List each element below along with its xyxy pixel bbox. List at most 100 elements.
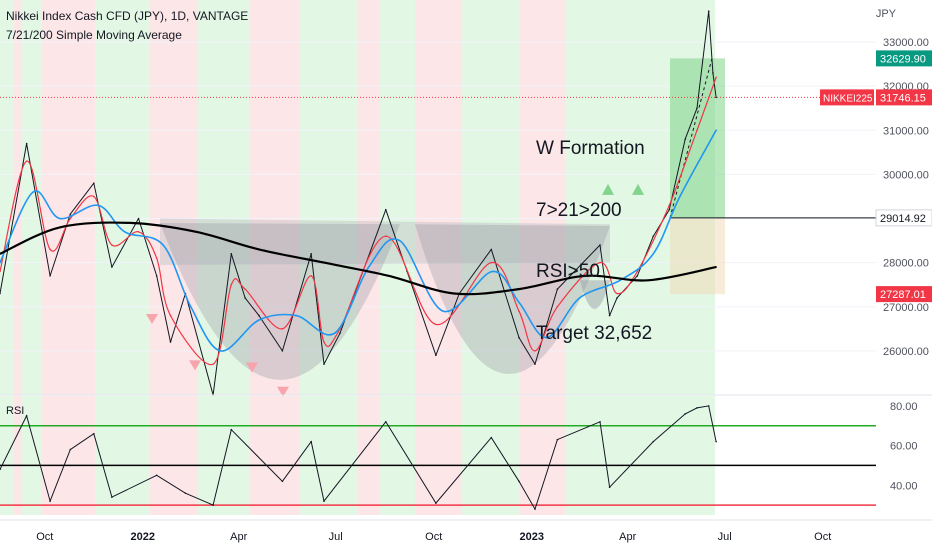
rsi-point bbox=[534, 508, 536, 510]
data-point bbox=[310, 253, 312, 255]
price-tag: 32629.90 bbox=[880, 53, 926, 65]
rsi-point bbox=[155, 474, 158, 477]
data-point bbox=[619, 279, 622, 282]
data-point bbox=[636, 270, 639, 273]
data-point bbox=[453, 292, 455, 295]
data-point bbox=[339, 332, 341, 335]
moving-average-line bbox=[0, 129, 717, 352]
x-tick-label: Jul bbox=[718, 531, 732, 543]
data-point bbox=[668, 204, 671, 207]
regime-band bbox=[14, 0, 22, 395]
rsi-tick-label: 40.00 bbox=[890, 480, 918, 492]
rsi-tick-label: 60.00 bbox=[890, 441, 918, 453]
symbol-title[interactable]: Nikkei Index Cash CFD (JPY), 1D, VANTAGE bbox=[6, 9, 249, 23]
data-point bbox=[123, 230, 126, 233]
price-tag: 27287.01 bbox=[880, 289, 926, 301]
data-point bbox=[518, 336, 520, 339]
data-point bbox=[647, 279, 649, 282]
data-point bbox=[668, 208, 671, 211]
x-tick-label: Oct bbox=[425, 531, 442, 543]
data-point bbox=[25, 160, 28, 162]
data-point bbox=[169, 341, 172, 343]
data-point bbox=[258, 319, 260, 321]
indicator-legend[interactable]: 7/21/200 Simple Moving Average bbox=[6, 28, 182, 42]
data-point bbox=[212, 363, 214, 365]
rsi-point bbox=[25, 415, 28, 417]
price-tag: 29014.92 bbox=[880, 213, 926, 225]
profit-zone bbox=[670, 58, 725, 218]
data-point bbox=[367, 266, 370, 268]
data-point bbox=[230, 253, 233, 255]
data-point bbox=[295, 314, 298, 317]
price-tag-bg bbox=[876, 89, 932, 106]
data-point bbox=[556, 305, 559, 308]
data-point bbox=[111, 244, 113, 246]
data-point bbox=[616, 292, 618, 295]
data-point bbox=[155, 275, 158, 277]
price-tag-bg bbox=[876, 286, 932, 303]
data-point bbox=[189, 305, 192, 308]
rsi-point bbox=[212, 504, 214, 506]
data-point bbox=[636, 275, 639, 277]
rsi-legend[interactable]: RSI bbox=[6, 405, 25, 417]
data-point bbox=[32, 191, 34, 193]
data-point bbox=[518, 288, 520, 290]
data-point bbox=[244, 288, 246, 290]
data-point bbox=[652, 253, 655, 255]
data-point bbox=[696, 129, 698, 132]
regime-band bbox=[380, 0, 415, 395]
data-point bbox=[323, 363, 325, 365]
data-point bbox=[49, 248, 51, 251]
rsi-point bbox=[310, 440, 312, 443]
rsi-point bbox=[707, 405, 710, 407]
data-point bbox=[490, 248, 493, 251]
data-point bbox=[244, 297, 246, 299]
regime-band bbox=[150, 0, 198, 395]
data-point bbox=[97, 204, 99, 207]
y-tick-label: 30000.00 bbox=[883, 169, 929, 181]
data-point bbox=[534, 363, 536, 365]
rsi-point bbox=[92, 432, 95, 435]
data-point bbox=[0, 292, 1, 295]
regime-band bbox=[22, 396, 42, 515]
rsi-point bbox=[323, 500, 325, 502]
data-point bbox=[696, 107, 698, 110]
regime-band bbox=[14, 396, 22, 515]
regime-band bbox=[520, 396, 565, 515]
regime-band bbox=[0, 0, 14, 395]
data-point bbox=[129, 222, 131, 224]
annotation-text[interactable]: W Formation 7>21>200 RSI>50 Target 32,65… bbox=[536, 98, 652, 385]
rsi-point bbox=[556, 438, 559, 441]
data-point bbox=[616, 297, 618, 299]
rsi-point bbox=[608, 486, 611, 489]
rsi-point bbox=[0, 468, 1, 471]
data-point bbox=[162, 244, 164, 246]
price-tag-bg bbox=[876, 50, 932, 67]
data-point bbox=[281, 328, 284, 330]
data-point bbox=[679, 195, 681, 198]
data-point bbox=[545, 336, 548, 339]
data-point bbox=[333, 332, 336, 335]
x-tick-label: Apr bbox=[619, 531, 636, 543]
regime-band bbox=[95, 0, 150, 395]
regime-band bbox=[42, 0, 95, 395]
rsi-point bbox=[111, 496, 113, 498]
rsi-point bbox=[599, 420, 601, 423]
price-tag: 31746.15 bbox=[880, 92, 926, 104]
rsi-point bbox=[230, 428, 233, 431]
data-point bbox=[534, 350, 536, 352]
data-point bbox=[111, 266, 113, 268]
sell-signal-marker bbox=[246, 362, 258, 373]
data-point bbox=[155, 257, 158, 260]
rsi-point bbox=[684, 413, 687, 415]
rsi-point bbox=[49, 500, 51, 502]
cup-shape bbox=[415, 224, 610, 375]
y-tick-label: 28000.00 bbox=[883, 258, 929, 270]
x-tick-label: 2023 bbox=[520, 531, 544, 543]
regime-band bbox=[358, 396, 380, 515]
data-point bbox=[518, 301, 520, 304]
data-point bbox=[69, 213, 72, 215]
moving-average-line bbox=[0, 221, 717, 296]
